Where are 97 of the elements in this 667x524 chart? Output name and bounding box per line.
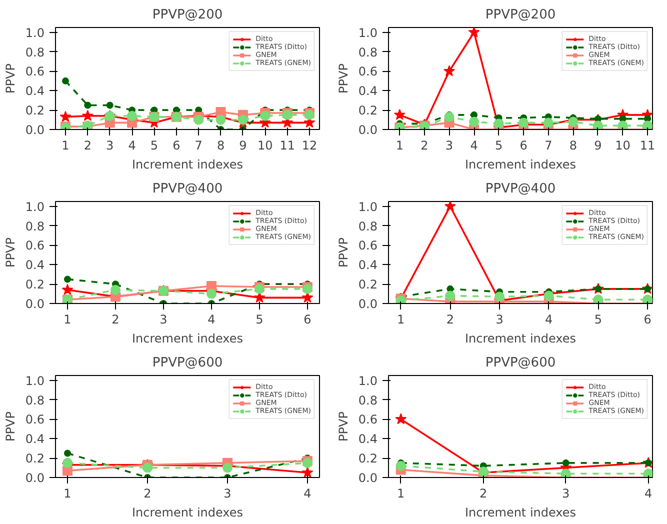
y-tick-label: 0.2: [25, 104, 45, 118]
x-tick-label: 10: [615, 138, 630, 152]
x-tick-label: 9: [239, 138, 247, 152]
x-tick-label: 7: [194, 138, 202, 152]
y-tick-label: 0.0: [358, 297, 378, 311]
y-tick-label: 1.0: [25, 374, 45, 388]
x-tick-label: 8: [216, 138, 225, 152]
x-axis-title: Increment indexes: [464, 332, 576, 346]
y-tick-label: 0.4: [358, 258, 378, 272]
y-tick-label: 0.6: [358, 238, 378, 253]
x-tick-label: 8: [569, 138, 577, 152]
y-tick-label: 0.0: [358, 123, 378, 137]
y-axis-title: PPVP: [3, 64, 18, 94]
x-tick-label: 2: [480, 486, 488, 500]
y-tick-label: 0.8: [358, 219, 378, 234]
y-tick-label: 1.0: [358, 200, 378, 214]
x-axis-title: Increment indexes: [132, 158, 244, 172]
x-tick-label: 6: [520, 138, 528, 152]
x-tick-label: 3: [562, 486, 570, 500]
x-axis-title: Increment indexes: [464, 158, 576, 172]
y-tick-label: 0.6: [25, 238, 45, 253]
x-tick-label: 10: [258, 138, 273, 152]
y-tick-label: 0.8: [25, 393, 45, 408]
x-tick-label: 3: [224, 486, 232, 500]
x-tick-label: 2: [84, 138, 92, 152]
x-tick-label: 3: [445, 138, 454, 152]
y-tick-label: 0.6: [25, 64, 45, 79]
y-tick-label: 1.0: [25, 26, 45, 40]
y-tick-label: 0.0: [358, 471, 378, 485]
y-tick-label: 0.4: [25, 84, 45, 98]
y-tick-label: 0.4: [358, 432, 378, 446]
y-tick-label: 0.4: [25, 432, 45, 446]
x-tick-label: 6: [172, 138, 180, 152]
x-tick-label: 4: [304, 486, 312, 500]
y-tick-label: 0.0: [25, 123, 45, 137]
x-tick-label: 9: [594, 138, 602, 152]
x-tick-label: 4: [128, 138, 136, 152]
x-tick-label: 4: [208, 312, 216, 326]
y-tick-label: 0.0: [25, 297, 45, 311]
x-tick-label: 11: [640, 138, 656, 152]
y-tick-label: 0.6: [358, 412, 378, 427]
x-tick-label: 5: [594, 312, 602, 326]
x-tick-label: 1: [397, 486, 405, 500]
x-tick-label: 1: [397, 312, 405, 326]
y-axis-title: PPVP: [3, 412, 18, 442]
x-tick-label: 4: [470, 138, 478, 152]
x-tick-label: 1: [64, 312, 72, 326]
x-tick-label: 2: [446, 312, 454, 326]
chart-title: PPVP@600: [485, 356, 556, 370]
y-axis-title: PPVP: [3, 238, 18, 268]
x-tick-label: 4: [545, 312, 553, 326]
x-tick-label: 3: [106, 138, 114, 152]
x-tick-label: 5: [256, 312, 264, 326]
y-tick-label: 0.6: [25, 412, 45, 427]
x-tick-label: 11: [280, 138, 295, 152]
y-axis-title: PPVP: [336, 64, 350, 94]
chart-title: PPVP@600: [152, 356, 223, 370]
y-tick-label: 0.8: [25, 45, 45, 60]
y-tick-label: 1.0: [25, 200, 45, 214]
x-tick-label: 2: [420, 138, 428, 152]
x-tick-label: 6: [644, 312, 652, 326]
y-tick-label: 0.2: [358, 452, 378, 466]
x-tick-label: 7: [544, 138, 552, 152]
y-tick-label: 0.2: [358, 104, 378, 118]
y-tick-label: 0.2: [25, 452, 45, 466]
y-tick-label: 1.0: [358, 374, 378, 388]
y-tick-label: 1.0: [358, 26, 378, 40]
x-tick-label: 6: [304, 312, 312, 326]
y-axis-title: PPVP: [336, 412, 350, 442]
y-tick-label: 0.4: [25, 258, 45, 272]
chart-title: PPVP@200: [485, 8, 556, 22]
y-tick-label: 0.0: [25, 471, 45, 485]
x-tick-label: 2: [112, 312, 120, 326]
x-tick-label: 1: [396, 138, 404, 152]
x-axis-title: Increment indexes: [132, 506, 244, 520]
chart-title: PPVP@200: [152, 8, 223, 22]
x-axis-title: Increment indexes: [464, 506, 576, 520]
x-tick-label: 2: [144, 486, 152, 500]
x-tick-label: 3: [160, 312, 168, 326]
chart-title: PPVP@400: [485, 182, 556, 196]
x-tick-label: 3: [496, 312, 504, 326]
x-tick-label: 4: [644, 486, 652, 500]
y-tick-label: 0.6: [358, 64, 378, 79]
y-axis-title: PPVP: [336, 238, 350, 268]
x-tick-label: 12: [302, 138, 318, 152]
x-tick-label: 1: [64, 486, 72, 500]
x-tick-label: 1: [62, 138, 70, 152]
y-tick-label: 0.8: [358, 45, 378, 60]
chart-title: PPVP@400: [152, 182, 223, 196]
x-tick-label: 5: [150, 138, 158, 152]
y-tick-label: 0.8: [25, 219, 45, 234]
x-axis-title: Increment indexes: [132, 332, 244, 346]
x-tick-label: 5: [494, 138, 503, 152]
y-tick-label: 0.8: [358, 393, 378, 408]
y-tick-label: 0.2: [358, 278, 378, 292]
y-tick-label: 0.4: [358, 84, 378, 98]
y-tick-label: 0.2: [25, 278, 45, 292]
